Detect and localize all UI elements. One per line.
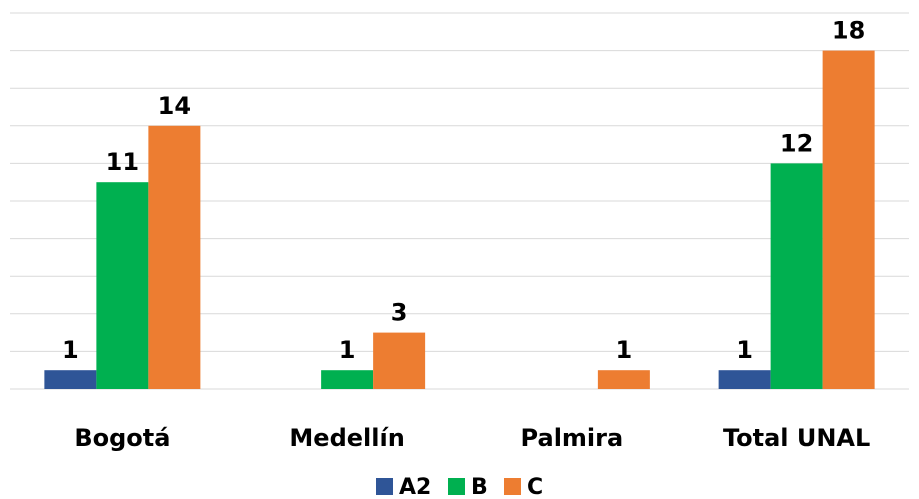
bar-a2-3 — [718, 370, 771, 389]
bar-c-0 — [148, 125, 201, 390]
data-label: 1 — [736, 336, 753, 364]
bar-a2-0 — [44, 370, 97, 389]
legend-swatch-c — [504, 478, 521, 495]
category-label: Bogotá — [74, 424, 170, 452]
data-label: 1 — [339, 336, 356, 364]
legend-swatch-b — [448, 478, 465, 495]
legend-swatch-a2 — [376, 478, 393, 495]
bar-c-1 — [373, 332, 426, 389]
legend: A2 B C — [376, 475, 543, 499]
bar-c-2 — [597, 370, 650, 389]
legend-label: B — [471, 475, 488, 499]
data-label: 1 — [616, 336, 633, 364]
data-label: 12 — [780, 129, 813, 157]
bar-c-3 — [822, 50, 875, 389]
data-label: 11 — [106, 148, 139, 176]
data-label: 1 — [62, 336, 79, 364]
category-label: Palmira — [521, 424, 624, 452]
legend-label: A2 — [399, 475, 431, 499]
data-label: 3 — [391, 299, 408, 327]
bar-b-0 — [96, 182, 149, 389]
category-label: Medellín — [289, 424, 404, 452]
category-labels: Bogotá Medellín Palmira Total UNAL — [74, 424, 870, 452]
data-label: 14 — [158, 92, 191, 120]
legend-label: C — [527, 475, 543, 499]
bar-b-1 — [321, 370, 374, 389]
data-label: 18 — [832, 17, 865, 45]
bars — [44, 50, 875, 390]
category-label: Total UNAL — [723, 424, 870, 452]
bar-b-3 — [770, 163, 823, 389]
